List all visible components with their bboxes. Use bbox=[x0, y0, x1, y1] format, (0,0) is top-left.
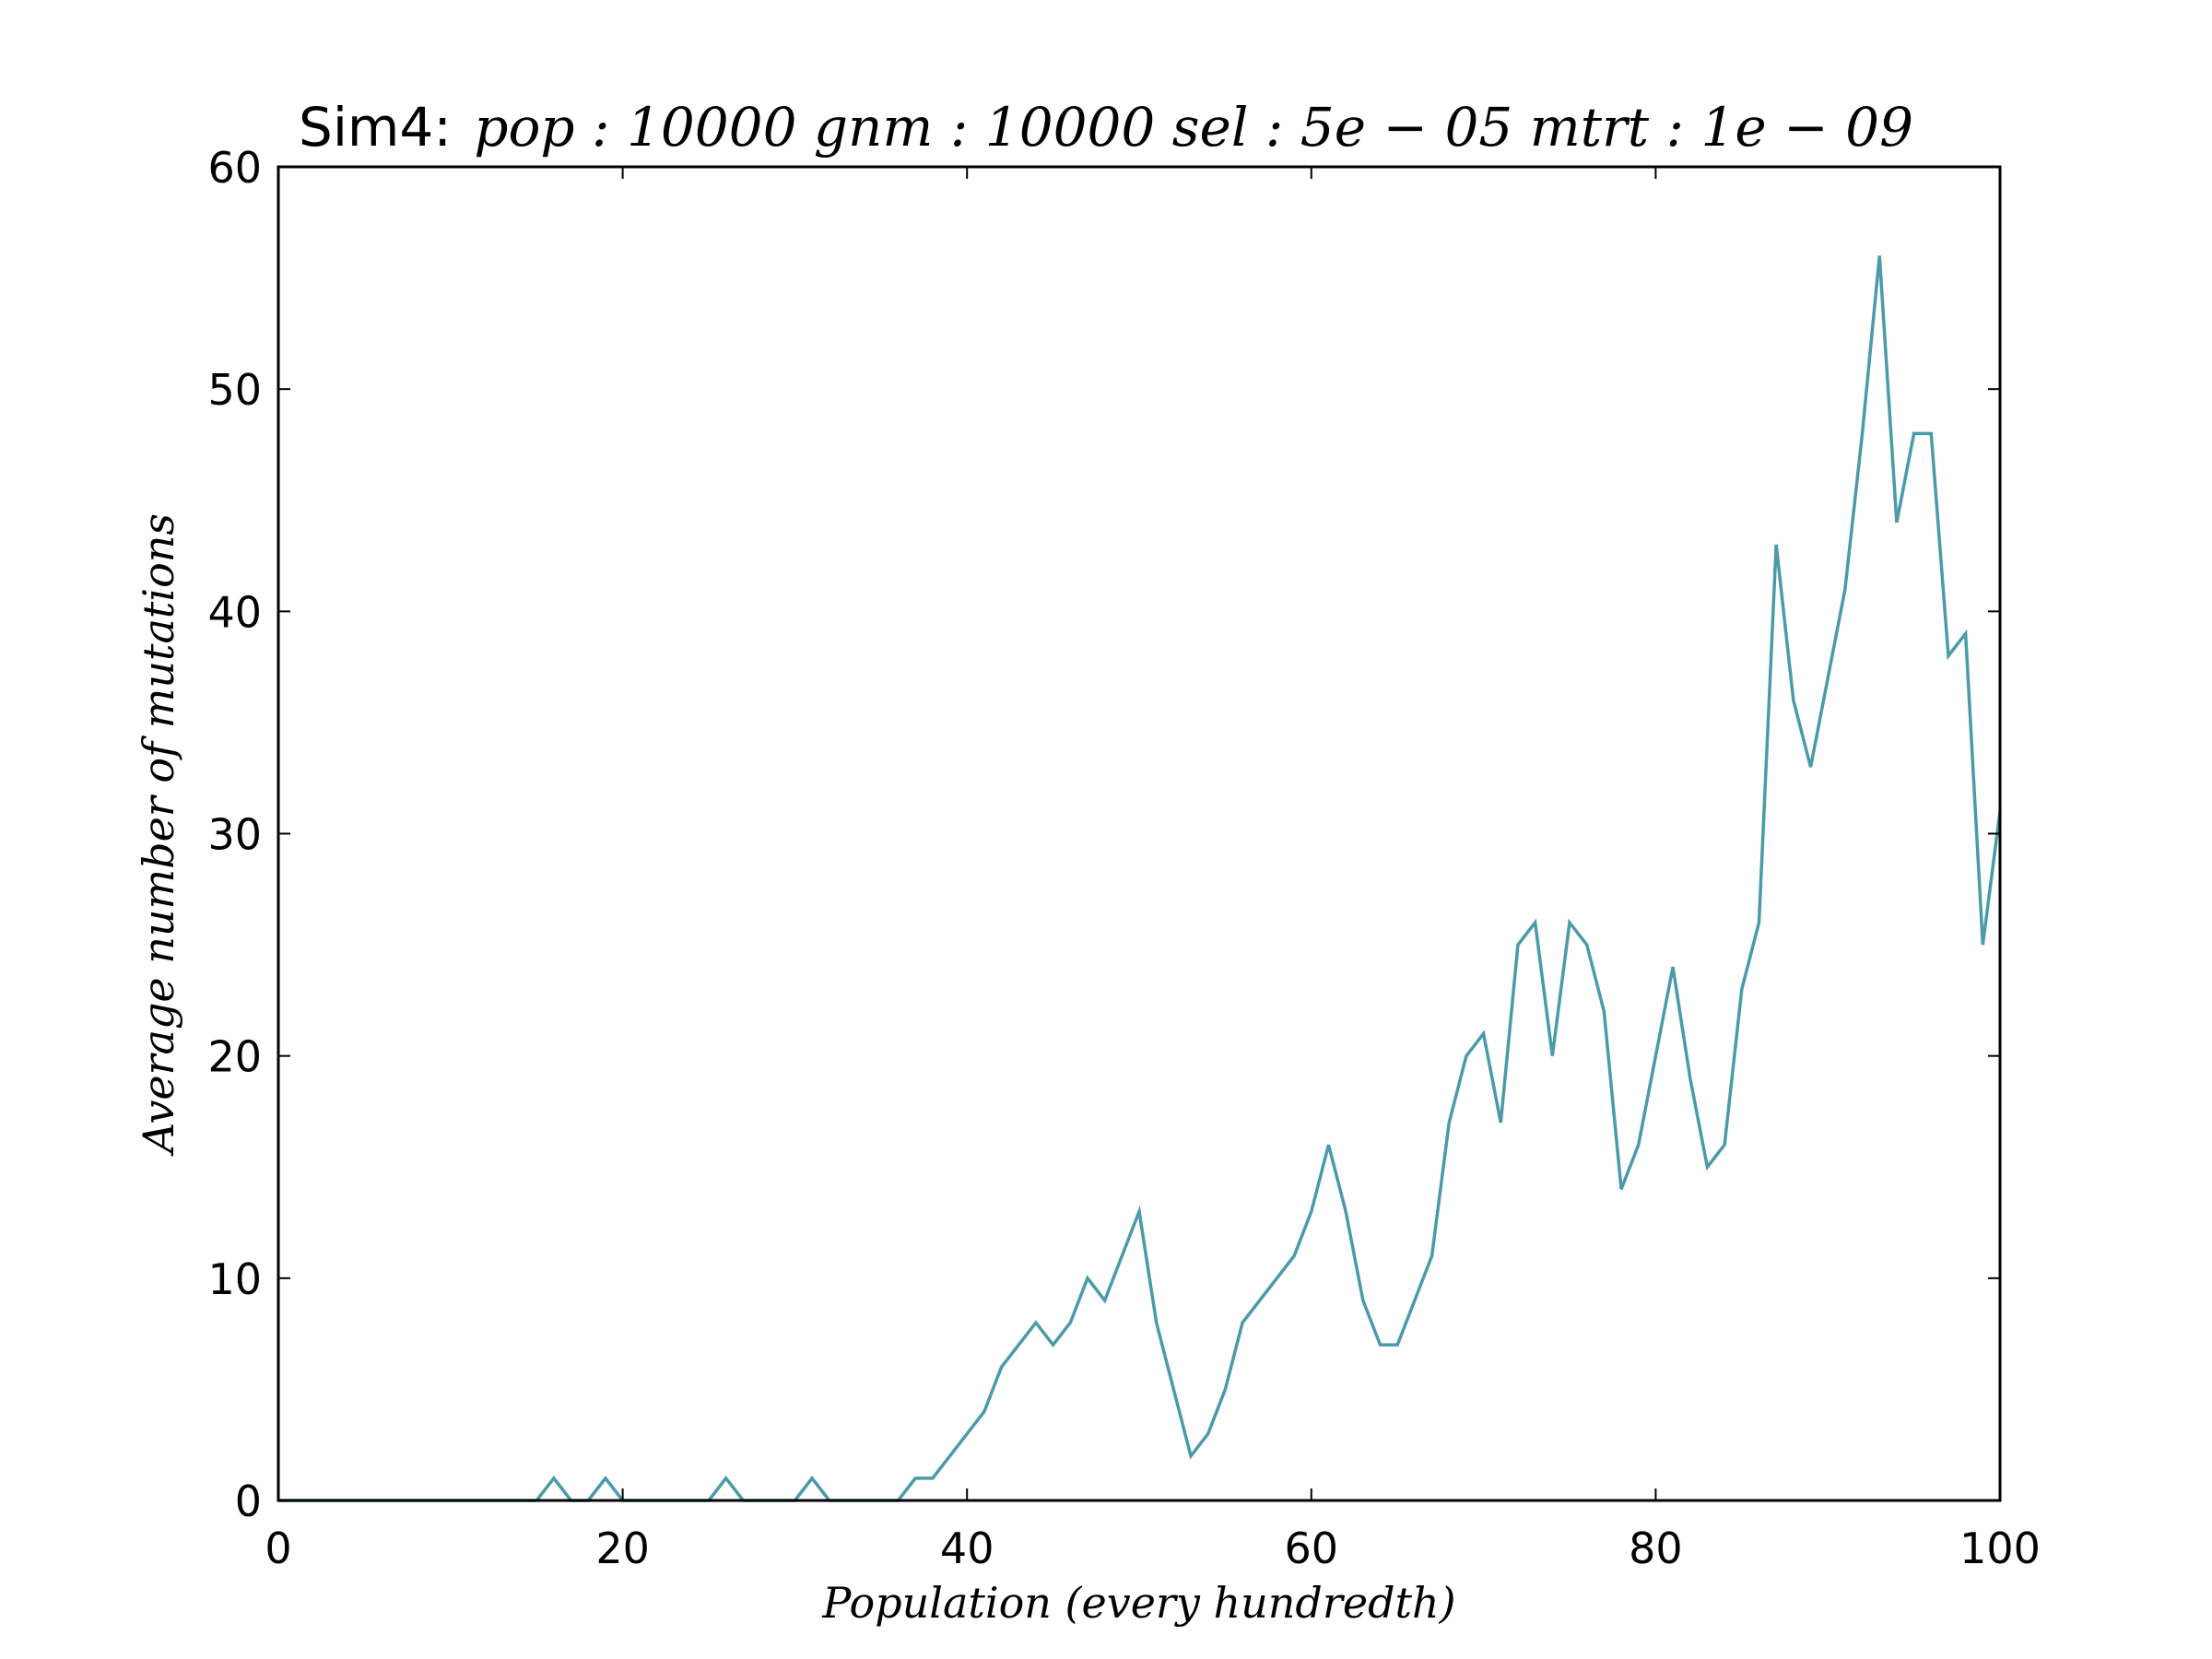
x-tick-label: 0 bbox=[265, 1524, 291, 1573]
y-axis-label: Average number of mutations bbox=[134, 513, 183, 1157]
plot-frame bbox=[276, 165, 2002, 1502]
series-line-0 bbox=[278, 255, 2002, 1502]
x-tick-label: 80 bbox=[1629, 1524, 1683, 1573]
x-tick-label: 20 bbox=[595, 1524, 650, 1573]
y-tick-label: 0 bbox=[235, 1477, 262, 1526]
axis-ticks: 0 20 40 60 80 100 0 10 20 30 40 50 60 bbox=[207, 143, 2040, 1573]
x-tick-label: 40 bbox=[940, 1524, 994, 1573]
y-tick-label: 60 bbox=[207, 143, 262, 193]
y-tick-label: 20 bbox=[207, 1032, 262, 1082]
x-axis-label: Population (every hundredth) bbox=[821, 1578, 1455, 1628]
y-tick-label: 30 bbox=[207, 810, 262, 860]
y-tick-label: 10 bbox=[207, 1254, 262, 1304]
y-tick-label: 50 bbox=[207, 365, 262, 415]
x-tick-label: 100 bbox=[1959, 1524, 2041, 1573]
plot-area bbox=[278, 255, 2002, 1502]
chart-title-prefix: Sim4: bbox=[299, 96, 452, 159]
chart-title-params: pop : 10000 gnm : 10000 sel : 5e − 05 mt… bbox=[474, 96, 1913, 159]
y-tick-label: 40 bbox=[207, 587, 262, 637]
x-tick-label: 60 bbox=[1285, 1524, 1339, 1573]
chart-title: Sim4: pop : 10000 gnm : 10000 sel : 5e −… bbox=[299, 96, 1913, 159]
